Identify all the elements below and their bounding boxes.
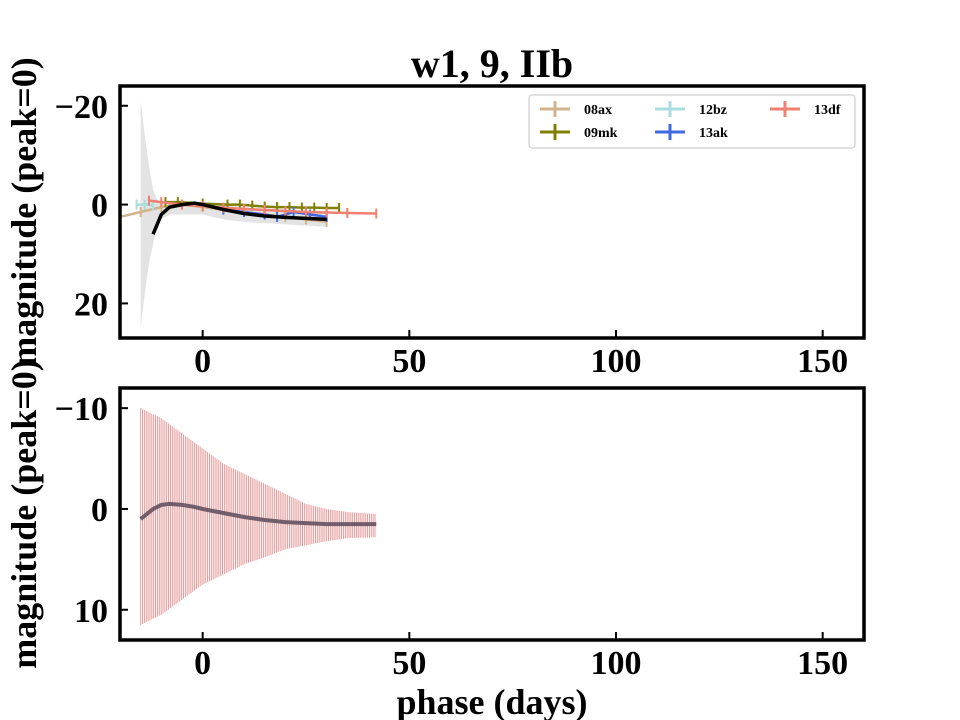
bottom-x-tick-label: 50 <box>392 645 426 682</box>
legend-frame <box>528 94 856 149</box>
figure-title: w1, 9, IIb <box>411 41 573 86</box>
legend: 08ax 09mk 12bz 13ak 13df <box>528 94 856 149</box>
top-y-axis-label: magnitude (peak=0) <box>4 57 44 367</box>
bottom-panel: 0 50 100 150 −10 0 10 magnitude (peak=0) phase… <box>4 359 866 720</box>
bottom-plot-area <box>139 408 377 625</box>
x-axis-label: phase (days) <box>396 682 587 720</box>
top-x-tick-label: 0 <box>194 343 211 380</box>
template-line <box>151 201 327 235</box>
bottom-x-tick-label: 150 <box>797 645 848 682</box>
legend-label-09mk: 09mk <box>584 126 618 141</box>
mean-line <box>139 501 377 527</box>
legend-label-13df: 13df <box>814 103 841 118</box>
legend-label-12bz: 12bz <box>699 103 727 118</box>
legend-label-08ax: 08ax <box>584 103 612 118</box>
top-y-tick-label: −20 <box>55 89 108 126</box>
bottom-y-tick-label: −10 <box>55 391 108 428</box>
bottom-y-tick-label: 0 <box>91 492 108 529</box>
top-y-tick-label: 20 <box>74 286 108 323</box>
top-x-tick-label: 100 <box>591 343 642 380</box>
top-plot-area <box>120 100 378 329</box>
bottom-y-tick-label: 10 <box>74 593 108 630</box>
bottom-x-tick-label: 100 <box>591 645 642 682</box>
top-y-tick-label: 0 <box>91 188 108 225</box>
top-x-tick-label: 150 <box>797 343 848 380</box>
top-ticks: 0 50 100 150 −20 0 20 <box>55 89 849 380</box>
top-axes-frame <box>118 84 866 340</box>
bottom-x-tick-label: 0 <box>194 645 211 682</box>
bottom-ticks: 0 50 100 150 −10 0 10 <box>55 391 849 682</box>
top-x-tick-label: 50 <box>392 343 426 380</box>
template-uncertainty-band <box>140 100 327 329</box>
bottom-y-axis-label: magnitude (peak=0) <box>4 359 44 669</box>
bottom-axes-frame <box>118 386 866 642</box>
legend-label-13ak: 13ak <box>699 126 728 141</box>
